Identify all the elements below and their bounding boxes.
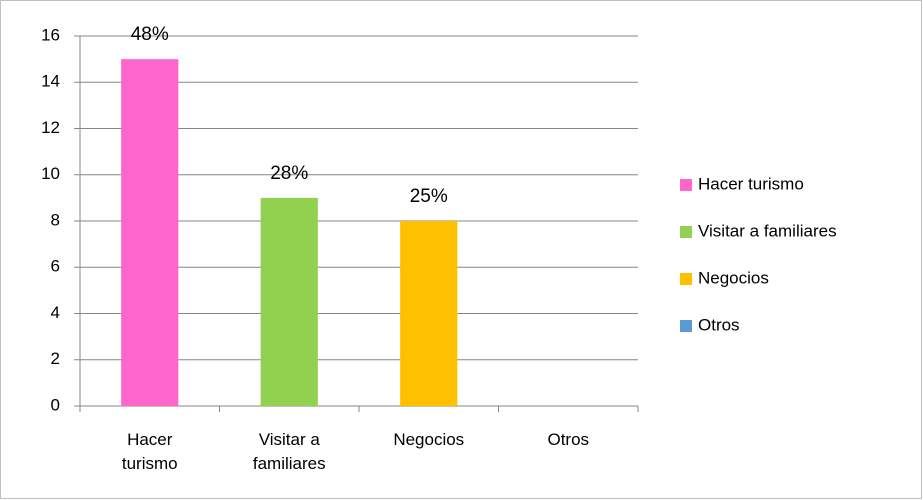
- data-label: 48%: [131, 24, 169, 45]
- bar: [400, 221, 458, 406]
- y-tick-label: 0: [51, 395, 60, 414]
- legend-swatch: [680, 273, 692, 285]
- legend-label: Visitar a familiares: [698, 221, 837, 240]
- legend-swatch: [680, 179, 692, 191]
- y-tick-label: 2: [51, 349, 60, 368]
- legend-label: Otros: [698, 315, 740, 334]
- legend-swatch: [680, 320, 692, 332]
- y-tick-label: 10: [41, 164, 60, 183]
- bar: [121, 59, 179, 406]
- x-tick-label: Negocios: [393, 430, 465, 449]
- x-tick-label: Hacer turismo: [121, 430, 178, 473]
- y-tick-label: 12: [41, 118, 60, 137]
- y-tick-label: 8: [51, 210, 60, 229]
- legend-swatch: [680, 226, 692, 238]
- data-label: 25%: [410, 186, 448, 207]
- x-tick-label: Visitar a familiares: [252, 430, 326, 473]
- y-tick-label: 4: [51, 303, 60, 322]
- bar: [260, 197, 318, 406]
- y-tick-label: 14: [41, 72, 60, 91]
- legend-label: Hacer turismo: [698, 174, 804, 193]
- x-tick-label: Otros: [547, 430, 590, 449]
- y-tick-label: 6: [51, 257, 60, 276]
- y-tick-label: 16: [41, 25, 60, 44]
- legend-label: Negocios: [698, 268, 769, 287]
- data-label: 28%: [270, 163, 308, 184]
